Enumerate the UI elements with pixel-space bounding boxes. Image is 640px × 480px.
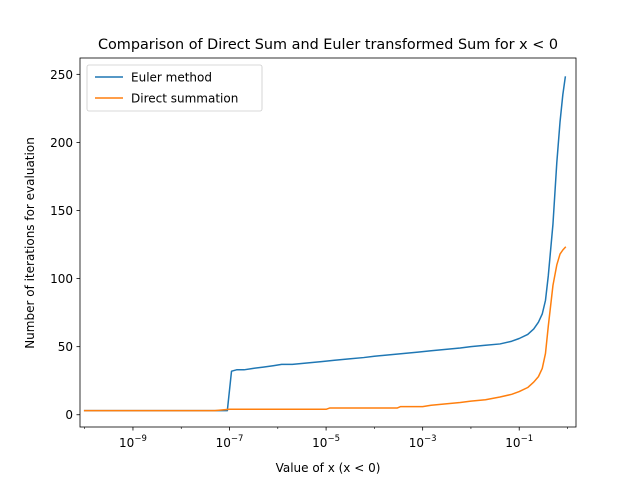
x-tick-label-base: 10 bbox=[505, 436, 520, 450]
x-tick-label-base: 10 bbox=[409, 436, 424, 450]
y-tick-label: 0 bbox=[65, 408, 73, 422]
series-line-1 bbox=[83, 246, 567, 412]
x-tick-label-exponent: −7 bbox=[231, 434, 244, 444]
y-tick-label: 100 bbox=[50, 272, 73, 286]
x-tick-label-exponent: −1 bbox=[521, 434, 534, 444]
legend: Euler method Direct summation bbox=[86, 64, 263, 112]
x-tick-label: 10−5 bbox=[312, 434, 340, 450]
plot-frame bbox=[79, 57, 577, 428]
legend-box bbox=[86, 64, 263, 112]
y-tick-label: 200 bbox=[50, 136, 73, 150]
x-tick-label: 10−7 bbox=[216, 434, 244, 450]
x-tick-label-exponent: −9 bbox=[134, 434, 147, 444]
x-tick-label: 10−3 bbox=[409, 434, 437, 450]
x-tick-label: 10−9 bbox=[119, 434, 147, 450]
x-tick-label-base: 10 bbox=[312, 436, 327, 450]
x-tick-label-base: 10 bbox=[216, 436, 231, 450]
x-axis-label: Value of x (x < 0) bbox=[276, 461, 381, 475]
x-tick-label-exponent: −3 bbox=[424, 434, 437, 444]
x-tick-label-exponent: −5 bbox=[327, 434, 340, 444]
legend-label-0: Euler method bbox=[131, 71, 212, 85]
series-group bbox=[83, 76, 567, 412]
chart-title: Comparison of Direct Sum and Euler trans… bbox=[98, 37, 558, 53]
x-tick-label: 10−1 bbox=[505, 434, 533, 450]
y-axis-label: Number of iterations for evaluation bbox=[23, 137, 37, 349]
series-line-0 bbox=[83, 76, 567, 412]
legend-label-1: Direct summation bbox=[131, 92, 238, 106]
y-tick-label: 50 bbox=[58, 340, 73, 354]
y-tick-label: 150 bbox=[50, 204, 73, 218]
x-tick-label-base: 10 bbox=[119, 436, 134, 450]
y-tick-label: 250 bbox=[50, 68, 73, 82]
plot-background bbox=[80, 58, 576, 427]
